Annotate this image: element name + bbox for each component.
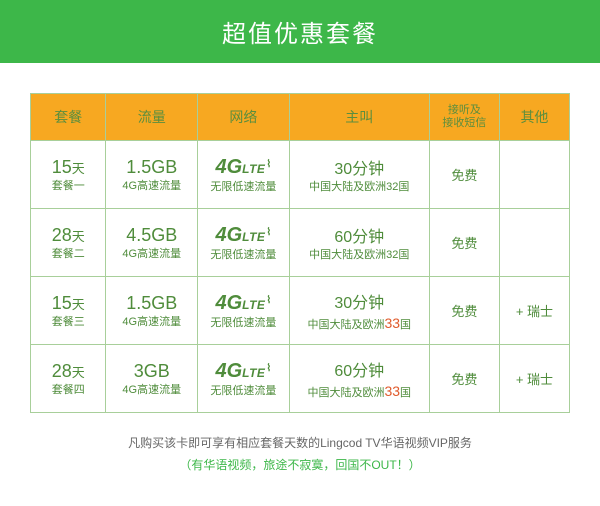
table-row: 28天套餐四3GB4G高速流量4GLTE⌇无限低速流量60分钟中国大陆及欧洲33…	[31, 345, 570, 413]
free-text: 免费	[451, 372, 477, 387]
cell-data: 1.5GB 4G高速流量	[106, 141, 198, 209]
call-value: 30分钟	[294, 155, 425, 179]
network-logo: 4GLTE⌇	[202, 224, 285, 247]
data-value: 1.5GB	[110, 157, 193, 178]
footer: 凡购买该卡即可享有相应套餐天数的Lingcod TV华语视频VIP服务 （有华语…	[0, 423, 600, 496]
free-text: 免费	[451, 236, 477, 251]
call-value: 60分钟	[294, 357, 425, 381]
header-call: 主叫	[289, 94, 429, 141]
days-unit: 天	[72, 161, 85, 176]
plan-name: 套餐二	[35, 248, 101, 261]
call-value: 30分钟	[294, 289, 425, 313]
cell-call: 30分钟中国大陆及欧洲32国	[289, 141, 429, 209]
network-logo: 4GLTE⌇	[202, 156, 285, 179]
data-value: 3GB	[110, 361, 193, 382]
cell-call: 60分钟中国大陆及欧洲33国	[289, 345, 429, 413]
cell-plan: 28天套餐二	[31, 209, 106, 277]
cell-other	[499, 209, 569, 277]
cell-network: 4GLTE⌇ 无限低速流量	[198, 277, 290, 345]
cell-network: 4GLTE⌇ 无限低速流量	[198, 141, 290, 209]
data-sub: 4G高速流量	[110, 316, 193, 329]
call-sub: 中国大陆及欧洲32国	[294, 181, 425, 194]
other-text: + 瑞士	[516, 304, 553, 319]
data-value: 1.5GB	[110, 293, 193, 314]
header-row: 套餐 流量 网络 主叫 接听及接收短信 其他	[31, 94, 570, 141]
header-network: 网络	[198, 94, 290, 141]
footer-line2: （有华语视频，旅途不寂寞，回国不OUT！）	[0, 455, 600, 477]
cell-network: 4GLTE⌇ 无限低速流量	[198, 345, 290, 413]
wifi-icon: ⌇	[266, 159, 271, 170]
free-text: 免费	[451, 304, 477, 319]
free-text: 免费	[451, 168, 477, 183]
cell-data: 3GB 4G高速流量	[106, 345, 198, 413]
days-unit: 天	[72, 365, 85, 380]
header-other: 其他	[499, 94, 569, 141]
cell-free: 免费	[429, 277, 499, 345]
cell-plan: 28天套餐四	[31, 345, 106, 413]
wifi-icon: ⌇	[266, 227, 271, 238]
data-value: 4.5GB	[110, 225, 193, 246]
call-sub: 中国大陆及欧洲32国	[294, 249, 425, 262]
days-unit: 天	[72, 297, 85, 312]
other-text: + 瑞士	[516, 372, 553, 387]
plan-name: 套餐一	[35, 180, 101, 193]
wifi-icon: ⌇	[266, 363, 271, 374]
data-sub: 4G高速流量	[110, 384, 193, 397]
days-value: 28	[52, 361, 72, 381]
data-sub: 4G高速流量	[110, 248, 193, 261]
cell-free: 免费	[429, 209, 499, 277]
days-value: 28	[52, 225, 72, 245]
network-sub: 无限低速流量	[202, 317, 285, 330]
plans-table: 套餐 流量 网络 主叫 接听及接收短信 其他 15天套餐一1.5GB4G高速流量…	[30, 93, 570, 413]
table-row: 15天套餐一1.5GB4G高速流量4GLTE⌇无限低速流量30分钟中国大陆及欧洲…	[31, 141, 570, 209]
cell-network: 4GLTE⌇ 无限低速流量	[198, 209, 290, 277]
cell-free: 免费	[429, 141, 499, 209]
cell-data: 1.5GB 4G高速流量	[106, 277, 198, 345]
network-sub: 无限低速流量	[202, 181, 285, 194]
cell-call: 30分钟中国大陆及欧洲33国	[289, 277, 429, 345]
days-value: 15	[52, 293, 72, 313]
header-data: 流量	[106, 94, 198, 141]
cell-other	[499, 141, 569, 209]
table-container: 套餐 流量 网络 主叫 接听及接收短信 其他 15天套餐一1.5GB4G高速流量…	[0, 63, 600, 423]
footer-line1: 凡购买该卡即可享有相应套餐天数的Lingcod TV华语视频VIP服务	[0, 433, 600, 455]
network-logo: 4GLTE⌇	[202, 360, 285, 383]
cell-call: 60分钟中国大陆及欧洲32国	[289, 209, 429, 277]
cell-other: + 瑞士	[499, 345, 569, 413]
table-row: 15天套餐三1.5GB4G高速流量4GLTE⌇无限低速流量30分钟中国大陆及欧洲…	[31, 277, 570, 345]
cell-data: 4.5GB 4G高速流量	[106, 209, 198, 277]
highlight-number: 33	[384, 383, 400, 399]
cell-plan: 15天套餐一	[31, 141, 106, 209]
cell-other: + 瑞士	[499, 277, 569, 345]
network-logo: 4GLTE⌇	[202, 292, 285, 315]
cell-plan: 15天套餐三	[31, 277, 106, 345]
highlight-number: 33	[384, 315, 400, 331]
call-value: 60分钟	[294, 223, 425, 247]
banner: 超值优惠套餐	[0, 0, 600, 63]
plan-name: 套餐四	[35, 384, 101, 397]
data-sub: 4G高速流量	[110, 180, 193, 193]
days-value: 15	[52, 157, 72, 177]
plan-name: 套餐三	[35, 316, 101, 329]
call-sub: 中国大陆及欧洲33国	[294, 315, 425, 332]
header-plan: 套餐	[31, 94, 106, 141]
table-row: 28天套餐二4.5GB4G高速流量4GLTE⌇无限低速流量60分钟中国大陆及欧洲…	[31, 209, 570, 277]
days-unit: 天	[72, 229, 85, 244]
header-receive: 接听及接收短信	[429, 94, 499, 141]
wifi-icon: ⌇	[266, 295, 271, 306]
call-sub: 中国大陆及欧洲33国	[294, 383, 425, 400]
banner-title: 超值优惠套餐	[222, 21, 378, 48]
network-sub: 无限低速流量	[202, 385, 285, 398]
cell-free: 免费	[429, 345, 499, 413]
network-sub: 无限低速流量	[202, 249, 285, 262]
